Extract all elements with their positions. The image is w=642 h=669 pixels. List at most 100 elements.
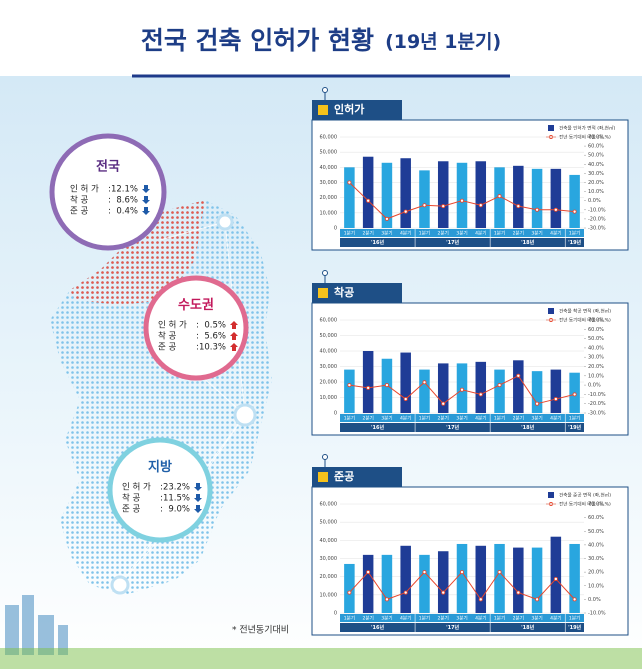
x-tick-label: 3분기 xyxy=(456,230,467,237)
line-point xyxy=(572,392,577,397)
x-tick-label: 1분기 xyxy=(494,615,505,622)
line-point xyxy=(403,397,408,402)
y2-tick-label: 0.0% xyxy=(588,383,601,389)
bar xyxy=(550,168,562,228)
x-tick-label: 1분기 xyxy=(344,230,355,237)
line-point xyxy=(516,204,521,209)
y2-tick-label: 30.0% xyxy=(588,556,604,562)
arrow-down xyxy=(194,483,202,491)
bar xyxy=(513,360,524,413)
stat-value: 8.6% xyxy=(116,196,138,206)
y-tick-label: 40,000 xyxy=(320,538,338,544)
line-point xyxy=(441,590,446,595)
stat-label: 착 공 xyxy=(122,494,141,504)
line-point xyxy=(553,576,558,581)
legend-swatch xyxy=(548,125,554,131)
line-point xyxy=(516,590,521,595)
y-tick-label: 20,000 xyxy=(320,195,338,201)
y2-tick-label: 40.0% xyxy=(588,542,604,548)
pin xyxy=(322,270,328,276)
region-bubble xyxy=(143,275,249,381)
x-tick-label: 4분기 xyxy=(400,230,411,237)
tab xyxy=(312,283,402,303)
line-point xyxy=(403,590,408,595)
node xyxy=(216,213,234,231)
group-label: '16년 xyxy=(371,239,384,246)
bar xyxy=(550,369,562,413)
y2-tick-label: 60.0% xyxy=(588,144,604,150)
arrow-down xyxy=(142,196,150,204)
y-tick-label: 40,000 xyxy=(320,349,338,355)
y2-tick-label: -30.0% xyxy=(588,411,606,417)
stat-colon: : xyxy=(108,207,111,217)
line-point xyxy=(422,380,427,385)
y-tick-label: 50,000 xyxy=(320,333,338,339)
title: 전국 건축 인허가 현황 xyxy=(141,26,374,55)
line-point xyxy=(441,204,446,209)
x-tick-label: 4분기 xyxy=(400,415,411,422)
stat-label: 준 공 xyxy=(158,343,177,353)
group-label: '19년 xyxy=(568,424,581,431)
line-point xyxy=(403,209,408,214)
header-band xyxy=(0,0,642,76)
bar xyxy=(362,554,374,613)
y2-tick-label: -10.0% xyxy=(588,392,606,398)
y2-tick-label: -20.0% xyxy=(588,216,606,222)
subtitle: (19년 1분기) xyxy=(385,31,501,53)
bar xyxy=(400,545,411,613)
tab-icon xyxy=(318,105,328,115)
y2-tick-label: 50.0% xyxy=(588,153,604,159)
y2-tick-label: 70.0% xyxy=(588,318,604,324)
stat-label: 인 허 가 xyxy=(70,184,99,195)
group-label: '19년 xyxy=(568,239,581,246)
line-point xyxy=(535,207,540,212)
node xyxy=(233,403,257,427)
group-label: '19년 xyxy=(568,624,581,631)
y-tick-label: 0 xyxy=(334,611,337,617)
chart-title: 착공 xyxy=(334,285,354,299)
line-point xyxy=(553,207,558,212)
skyline xyxy=(5,595,68,655)
x-tick-label: 3분기 xyxy=(531,415,542,422)
page-title: 전국 건축 인허가 현황 (19년 1분기) xyxy=(141,26,501,55)
x-tick-label: 4분기 xyxy=(550,415,561,422)
bar xyxy=(456,543,468,613)
y-tick-label: 30,000 xyxy=(320,364,338,370)
bar xyxy=(531,547,543,613)
chart-title: 준공 xyxy=(334,470,354,483)
stat-colon: : xyxy=(196,332,199,342)
line-point xyxy=(347,180,352,185)
x-tick-label: 2분기 xyxy=(362,615,373,622)
legend-swatch xyxy=(548,492,554,498)
category-strip xyxy=(340,414,584,422)
bar xyxy=(400,352,411,413)
x-tick-label: 1분기 xyxy=(344,615,355,622)
y2-tick-label: -20.0% xyxy=(588,401,606,407)
region-bubble xyxy=(49,133,167,251)
arrow-up xyxy=(230,332,238,340)
y-tick-label: 10,000 xyxy=(320,210,338,216)
stat-colon: : xyxy=(160,505,163,515)
y2-tick-label: 50.0% xyxy=(588,529,604,535)
stat-label: 착 공 xyxy=(158,332,177,342)
pin xyxy=(322,87,328,93)
y2-tick-label: 70.0% xyxy=(588,135,604,141)
x-tick-label: 3분기 xyxy=(456,615,467,622)
stat-label: 준 공 xyxy=(122,505,141,515)
stat-colon: : xyxy=(196,321,199,331)
y2-tick-label: 70.0% xyxy=(588,502,604,508)
stat-value: 0.4% xyxy=(116,207,138,217)
x-tick-label: 3분기 xyxy=(531,615,542,622)
bar xyxy=(344,369,355,413)
tab xyxy=(312,100,402,120)
footnote: * 전년동기대비 xyxy=(232,625,289,636)
line-point xyxy=(459,198,464,203)
line-point xyxy=(553,397,558,402)
line-point xyxy=(497,570,502,575)
group-label: '17년 xyxy=(446,624,459,631)
region-name: 수도권 xyxy=(178,298,214,313)
x-tick-label: 1분기 xyxy=(494,230,505,237)
line-point xyxy=(572,597,577,602)
